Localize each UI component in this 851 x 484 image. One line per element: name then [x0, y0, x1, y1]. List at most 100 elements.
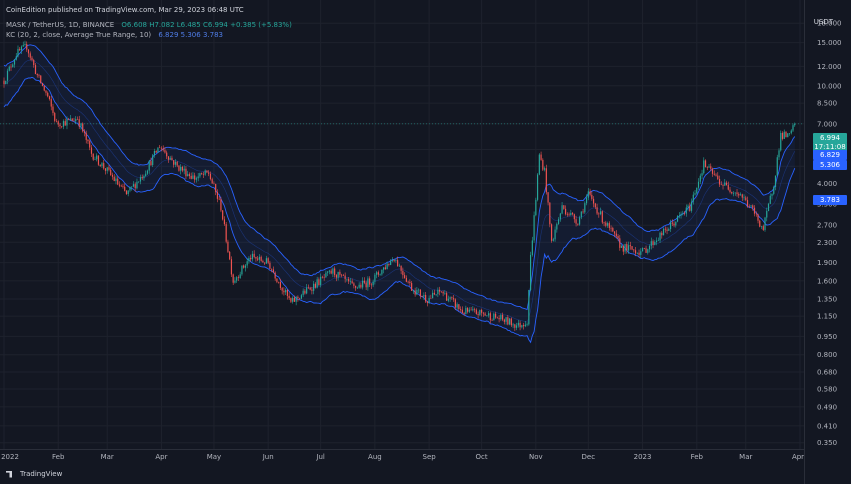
candle [153, 148, 156, 158]
candle-body [106, 167, 108, 171]
candle [467, 307, 469, 314]
candle-body [718, 178, 721, 185]
candle [753, 205, 756, 217]
candle [206, 170, 208, 174]
candle-body [503, 319, 505, 322]
candle [237, 275, 240, 281]
candle-body [82, 123, 84, 132]
candle [498, 315, 500, 323]
candle-body [34, 65, 37, 74]
candle [739, 192, 742, 196]
candle [15, 52, 17, 61]
candle-body [299, 298, 301, 299]
candle [743, 194, 745, 201]
price-tick-label: 0.800 [817, 351, 837, 359]
candle [433, 289, 435, 296]
candle [557, 217, 560, 225]
candle-body [729, 189, 731, 192]
symbol-name[interactable]: MASK / TetherUS, 1D, BINANCE [6, 21, 115, 29]
candle-body [311, 289, 313, 291]
candle-body [599, 211, 602, 215]
candle [769, 193, 771, 205]
candle-body [463, 312, 465, 315]
candle [519, 320, 521, 331]
candle-body [293, 297, 296, 302]
candle [760, 225, 763, 230]
candle [369, 276, 371, 288]
candle [122, 183, 124, 189]
candle [33, 58, 35, 68]
candle-body [64, 121, 66, 126]
candle [652, 239, 654, 249]
candle-body [55, 120, 58, 122]
candle [325, 270, 327, 278]
candle-body [622, 245, 624, 252]
candle-body [274, 272, 276, 279]
candle [288, 292, 290, 301]
candle-body [339, 271, 341, 275]
price-tick-label: 1.150 [817, 313, 837, 321]
candle [477, 311, 479, 319]
candle [73, 117, 75, 122]
footer-brand[interactable]: TradingView [6, 470, 62, 478]
candle-body [631, 246, 633, 250]
candle-body [760, 226, 763, 227]
currency-unit[interactable]: USDT [813, 18, 833, 26]
candle [446, 291, 448, 301]
candle [222, 210, 224, 221]
candle [411, 280, 413, 291]
candle [704, 159, 707, 168]
candle-body [736, 192, 738, 194]
candle [241, 265, 243, 276]
candle [250, 254, 252, 262]
candle-body [694, 193, 696, 195]
candle [110, 167, 112, 176]
candle-body [335, 275, 337, 278]
candle-body [139, 177, 142, 182]
candle-body [636, 252, 638, 254]
candle [746, 196, 749, 208]
candle [444, 290, 446, 295]
candle-body [395, 260, 397, 261]
candle-body [290, 298, 292, 302]
candle [430, 294, 432, 299]
candle-body [8, 66, 10, 71]
candle-body [127, 190, 129, 195]
candle [627, 241, 630, 254]
candle [465, 305, 467, 315]
candle-body [383, 267, 385, 270]
candle [507, 315, 509, 326]
indicator-name[interactable]: KC (20, 2, close, Average True Range, 10… [6, 31, 152, 39]
candle-body [437, 289, 439, 295]
candle [594, 202, 596, 210]
candle-body [547, 192, 549, 203]
candle-body [601, 211, 603, 223]
candle-body [587, 191, 589, 198]
candle-body [52, 106, 54, 113]
candle [407, 280, 409, 284]
candle-body [321, 276, 323, 278]
candle [724, 179, 726, 186]
candle-body [190, 175, 192, 179]
candle [636, 252, 638, 255]
candle-body [124, 186, 126, 191]
candle [281, 287, 283, 295]
candle [10, 63, 12, 72]
candle-body [648, 245, 651, 250]
candle-body [286, 289, 289, 296]
candle-body [612, 227, 614, 232]
candle [503, 318, 505, 325]
candle-body [521, 325, 523, 328]
keltner-channel-lines [3, 44, 796, 344]
candle-body [484, 313, 486, 316]
candle-body [617, 235, 619, 239]
candle-body [97, 155, 100, 165]
candle-body [481, 309, 483, 313]
candle-body [285, 289, 287, 293]
candle [258, 254, 261, 263]
time-tick-label: Aug [368, 453, 382, 461]
candle [669, 219, 672, 233]
candle-body [281, 287, 283, 291]
candle-body [344, 275, 346, 280]
